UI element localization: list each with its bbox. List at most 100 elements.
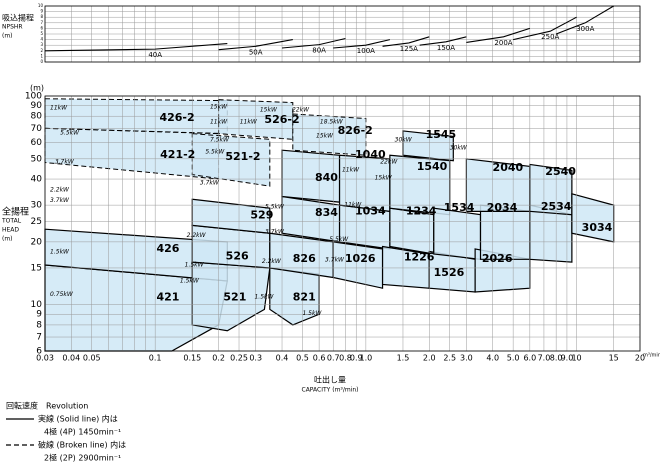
pump-region <box>281 195 341 243</box>
model-label: 1040 <box>355 148 386 161</box>
power-label: 3.7kW <box>265 229 285 236</box>
y-tick-label: 10 <box>31 300 43 310</box>
x-tick-label: 0.8 <box>339 354 352 363</box>
legend-text: 実線 (Solid line) 内は <box>38 414 118 424</box>
y-axis-label: 全揚程 <box>2 206 29 218</box>
y-axis-label: (m) <box>2 236 13 243</box>
power-label: 11kW <box>342 166 360 173</box>
power-label: 1.5kW <box>302 310 322 317</box>
x-tick-label: 15 <box>609 354 619 363</box>
x-tick-label: 0.2 <box>212 354 225 363</box>
y-axis-label: 吸込揚程 <box>2 13 34 23</box>
y-tick-label: 9 <box>40 9 43 14</box>
npshr-curve <box>218 39 293 51</box>
power-label: 3.7kW <box>200 179 220 186</box>
power-label: 5.5kW <box>329 236 349 243</box>
npshr-curve <box>513 16 577 41</box>
power-label: 30kW <box>395 136 413 143</box>
y-tick-label: 8 <box>36 320 42 330</box>
model-label: 421-2 <box>160 148 195 161</box>
x-tick-label: 3.0 <box>460 354 473 363</box>
y-tick-label: 25 <box>31 217 42 227</box>
power-label: 5.5kW <box>60 129 80 136</box>
x-tick-label: 1.5 <box>397 354 410 363</box>
y-tick-label: 90 <box>31 101 43 111</box>
legend-label: 250A <box>541 33 559 41</box>
y-tick-label: 40 <box>31 175 43 185</box>
legend-label: 100A <box>357 47 375 55</box>
pump-region <box>292 113 367 156</box>
y-tick-label: 6 <box>40 25 43 30</box>
model-label: 2034 <box>487 201 518 214</box>
model-label: 1526 <box>434 266 465 279</box>
power-label: 2.2kW <box>262 258 282 265</box>
legend-label: 150A <box>437 44 455 52</box>
model-label: 834 <box>315 206 338 219</box>
model-label: 1034 <box>355 205 386 218</box>
y-tick-label: 9 <box>36 310 42 320</box>
x-tick-label: 0.4 <box>276 354 289 363</box>
y-axis-label: TOTAL <box>1 218 22 225</box>
legend-label: 300A <box>576 25 594 33</box>
x-tick-label: 0.9 <box>350 354 363 363</box>
x-tick-label: 0.03 <box>36 354 54 363</box>
power-label: 0.75kW <box>50 291 74 298</box>
y-tick-label: 80 <box>31 112 43 122</box>
y-tick-label: 70 <box>31 124 43 134</box>
x-tick-label: 0.3 <box>249 354 262 363</box>
model-label: 821 <box>293 291 316 304</box>
y-tick-label: 60 <box>31 138 43 148</box>
power-label: 15kW <box>375 174 393 181</box>
model-label: 1545 <box>426 128 457 141</box>
y-tick-label: 0 <box>40 59 43 64</box>
power-label: 3.7kW <box>50 197 70 204</box>
y-tick-label: 6 <box>36 347 42 357</box>
power-label: 11kW <box>344 201 362 208</box>
y-tick-label: 7 <box>40 20 43 25</box>
power-label: 2.2kW <box>187 232 207 239</box>
y-tick-label: 100 <box>25 92 42 102</box>
y-tick-label: 10 <box>38 3 44 8</box>
x-tick-label: 8.0 <box>550 354 563 363</box>
legend-text: 4極 (4P) 1450min⁻¹ <box>44 427 121 437</box>
y-tick-label: 20 <box>31 237 43 247</box>
x-axis-label: 吐出し量 <box>314 375 346 385</box>
npshr-curve <box>382 36 430 47</box>
model-label: 3034 <box>582 221 613 234</box>
x-tick-label: 7.0 <box>538 354 551 363</box>
y-axis-label: (m) <box>2 33 13 40</box>
model-label: 826-2 <box>338 124 373 137</box>
power-label: 30kW <box>450 144 468 151</box>
model-label: 2534 <box>541 200 572 213</box>
model-label: 521-2 <box>225 150 260 163</box>
power-label: 22kW <box>380 158 398 165</box>
legend-text: 2極 (2P) 2900min⁻¹ <box>44 453 121 463</box>
model-label: 1234 <box>406 205 437 218</box>
model-label: 826 <box>293 252 316 265</box>
x-tick-label: 0.7 <box>327 354 340 363</box>
x-axis-label: CAPACITY (m³/min) <box>302 387 359 394</box>
model-label: 526 <box>226 250 249 263</box>
npshr-curve <box>333 39 391 49</box>
x-tick-label: 0.25 <box>230 354 248 363</box>
legend-label: 40A <box>148 51 162 59</box>
npshr-curve <box>419 36 467 46</box>
y-tick-label: 5 <box>40 31 43 36</box>
power-label: 1.5kW <box>185 261 205 268</box>
power-label: 1.5kW <box>254 293 274 300</box>
power-label: 1.5kW <box>50 248 70 255</box>
legend-label: 50A <box>249 48 263 56</box>
model-label: 2540 <box>545 165 576 178</box>
legend-label: 125A <box>400 45 418 53</box>
y-tick-label: 15 <box>31 263 42 273</box>
legend-label: 80A <box>312 47 326 55</box>
x-tick-label: 20 <box>635 354 645 363</box>
power-label: 5.5kW <box>265 203 285 210</box>
x-tick-label: 0.5 <box>296 354 309 363</box>
power-label: 11kW <box>210 118 228 125</box>
x-tick-label: 10 <box>571 354 581 363</box>
npshr-curve <box>466 27 530 43</box>
x-tick-label: 0.1 <box>149 354 162 363</box>
power-label: 15kW <box>210 104 228 111</box>
